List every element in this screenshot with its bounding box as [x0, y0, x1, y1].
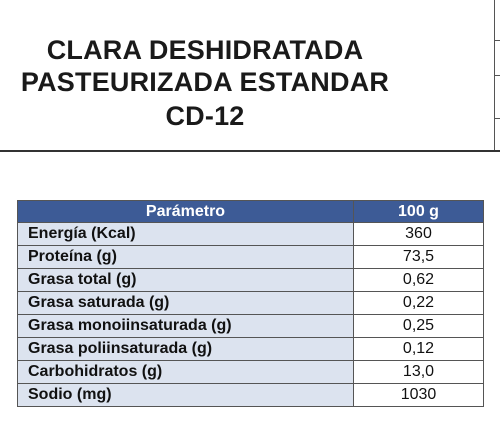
header-parametro: Parámetro [17, 200, 354, 223]
table-row: Sodio (mg) 1030 [17, 383, 484, 407]
side-border-tick [495, 118, 500, 119]
table-header-row: Parámetro 100 g [17, 200, 484, 223]
row-value: 0,62 [353, 268, 484, 292]
table-row: Proteína (g) 73,5 [17, 245, 484, 269]
row-value: 1030 [353, 383, 484, 407]
row-param: Grasa saturada (g) [17, 291, 354, 315]
row-param: Sodio (mg) [17, 383, 354, 407]
table-row: Energía (Kcal) 360 [17, 222, 484, 246]
row-param: Energía (Kcal) [17, 222, 354, 246]
row-value: 0,22 [353, 291, 484, 315]
product-title-line-1: CLARA DESHIDRATADA [46, 35, 364, 65]
row-param: Carbohidratos (g) [17, 360, 354, 384]
nutrition-table: Parámetro 100 g Energía (Kcal) 360 Prote… [17, 200, 484, 407]
table-row: Grasa saturada (g) 0,22 [17, 291, 484, 315]
table-row: Grasa poliinsaturada (g) 0,12 [17, 337, 484, 361]
row-param: Grasa monoiinsaturada (g) [17, 314, 354, 338]
table-row: Grasa total (g) 0,62 [17, 268, 484, 292]
row-param: Proteína (g) [17, 245, 354, 269]
side-border-tick [495, 75, 500, 76]
side-border-tick [495, 40, 500, 41]
row-value: 73,5 [353, 245, 484, 269]
row-value: 13,0 [353, 360, 484, 384]
table-row: Carbohidratos (g) 13,0 [17, 360, 484, 384]
row-value: 360 [353, 222, 484, 246]
table-row: Grasa monoiinsaturada (g) 0,25 [17, 314, 484, 338]
row-param: Grasa poliinsaturada (g) [17, 337, 354, 361]
header-100g: 100 g [353, 200, 484, 223]
row-value: 0,12 [353, 337, 484, 361]
row-value: 0,25 [353, 314, 484, 338]
product-title-line-2: PASTEURIZADA ESTANDAR [20, 67, 390, 97]
row-param: Grasa total (g) [17, 268, 354, 292]
product-code: CD-12 [165, 101, 245, 131]
title-block: CLARA DESHIDRATADA PASTEURIZADA ESTANDAR… [0, 0, 500, 152]
side-border [494, 0, 500, 150]
